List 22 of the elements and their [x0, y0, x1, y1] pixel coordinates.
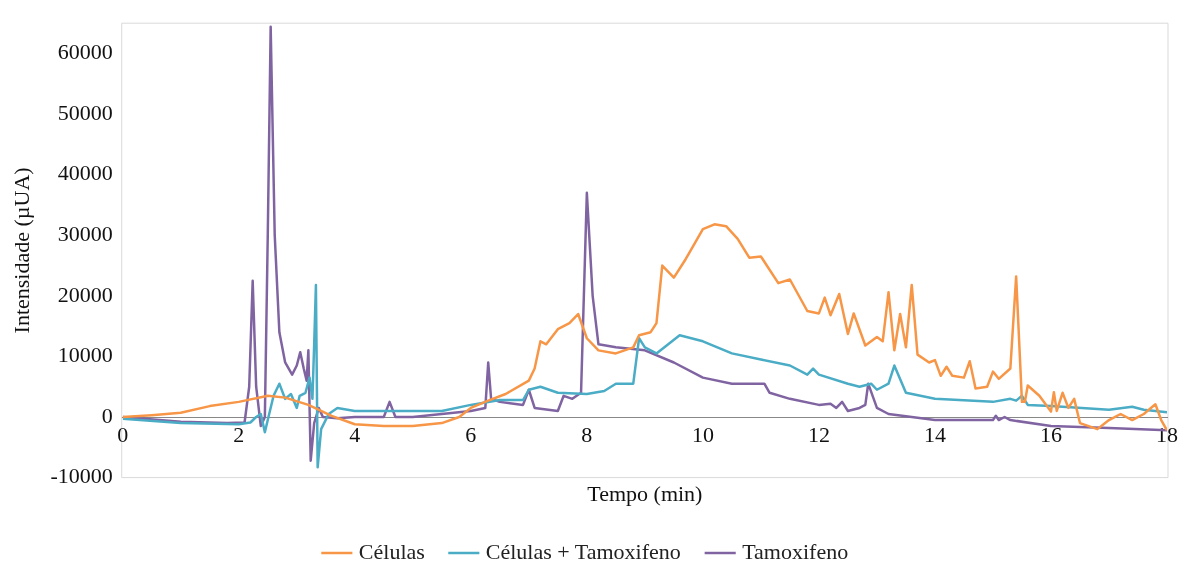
x-tick-label: 10	[691, 421, 714, 447]
y-tick-label: -10000	[50, 463, 113, 489]
y-tick-label: 0	[101, 402, 113, 428]
y-tick-label: 40000	[57, 160, 113, 186]
legend-label: Tamoxifeno	[742, 538, 849, 564]
y-tick-label: 10000	[57, 342, 113, 368]
x-tick-label: 2	[233, 421, 245, 447]
legend-label: Células	[358, 538, 425, 564]
y-tick-label: 50000	[57, 99, 113, 125]
x-tick-label: 8	[581, 421, 593, 447]
legend-label: Células + Tamoxifeno	[485, 538, 681, 564]
x-tick-label: 14	[923, 421, 946, 447]
x-tick-label: 12	[807, 421, 830, 447]
y-axis-title: Intensidade (µUA)	[8, 167, 34, 334]
x-tick-label: 6	[465, 421, 477, 447]
x-tick-label: 4	[349, 421, 361, 447]
x-axis-title: Tempo (min)	[587, 480, 703, 506]
y-tick-label: 60000	[57, 39, 113, 65]
x-tick-label: 0	[117, 421, 129, 447]
y-tick-label: 20000	[57, 281, 113, 307]
x-tick-label: 16	[1039, 421, 1062, 447]
y-tick-label: 30000	[57, 221, 113, 247]
